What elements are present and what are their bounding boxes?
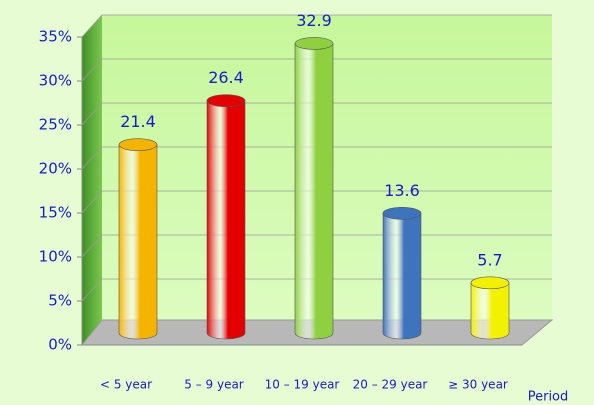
y-tick-label: 5%: [48, 292, 72, 310]
grid-line: [81, 14, 552, 38]
x-tick-label: 5 – 9 year: [184, 378, 244, 392]
grid-line: [81, 102, 552, 126]
bar-top: [294, 37, 334, 50]
x-tick-label: 10 – 19 year: [265, 378, 340, 392]
x-axis-label: Period: [528, 390, 569, 405]
bar-top: [470, 276, 510, 290]
bar-top: [206, 94, 246, 107]
data-label: 13.6: [384, 181, 420, 200]
x-tick-label: 20 – 29 year: [353, 378, 428, 392]
y-tick-label: 30%: [39, 72, 72, 90]
grid-line: [81, 146, 552, 170]
bar-top: [118, 138, 158, 151]
bar: [206, 100, 246, 340]
bar: [382, 213, 422, 340]
x-tick-label: < 5 year: [100, 378, 152, 392]
bar: [294, 43, 334, 340]
y-tick-label: 35%: [39, 28, 72, 46]
data-label: 5.7: [477, 250, 502, 269]
y-tick-label: 10%: [39, 248, 72, 266]
bar: [470, 282, 510, 340]
grid-line: [81, 58, 552, 82]
y-tick-label: 0%: [48, 336, 72, 354]
y-tick-label: 15%: [39, 204, 72, 222]
bar-top: [382, 207, 422, 220]
grid-line: [81, 190, 552, 214]
data-label: 26.4: [208, 68, 244, 87]
y-tick-label: 25%: [39, 116, 72, 134]
data-label: 21.4: [120, 112, 156, 131]
data-label: 32.9: [296, 11, 332, 30]
bar: [118, 144, 158, 340]
side-wall: [82, 15, 102, 345]
x-tick-label: ≥ 30 year: [448, 378, 508, 392]
y-tick-label: 20%: [39, 160, 72, 178]
